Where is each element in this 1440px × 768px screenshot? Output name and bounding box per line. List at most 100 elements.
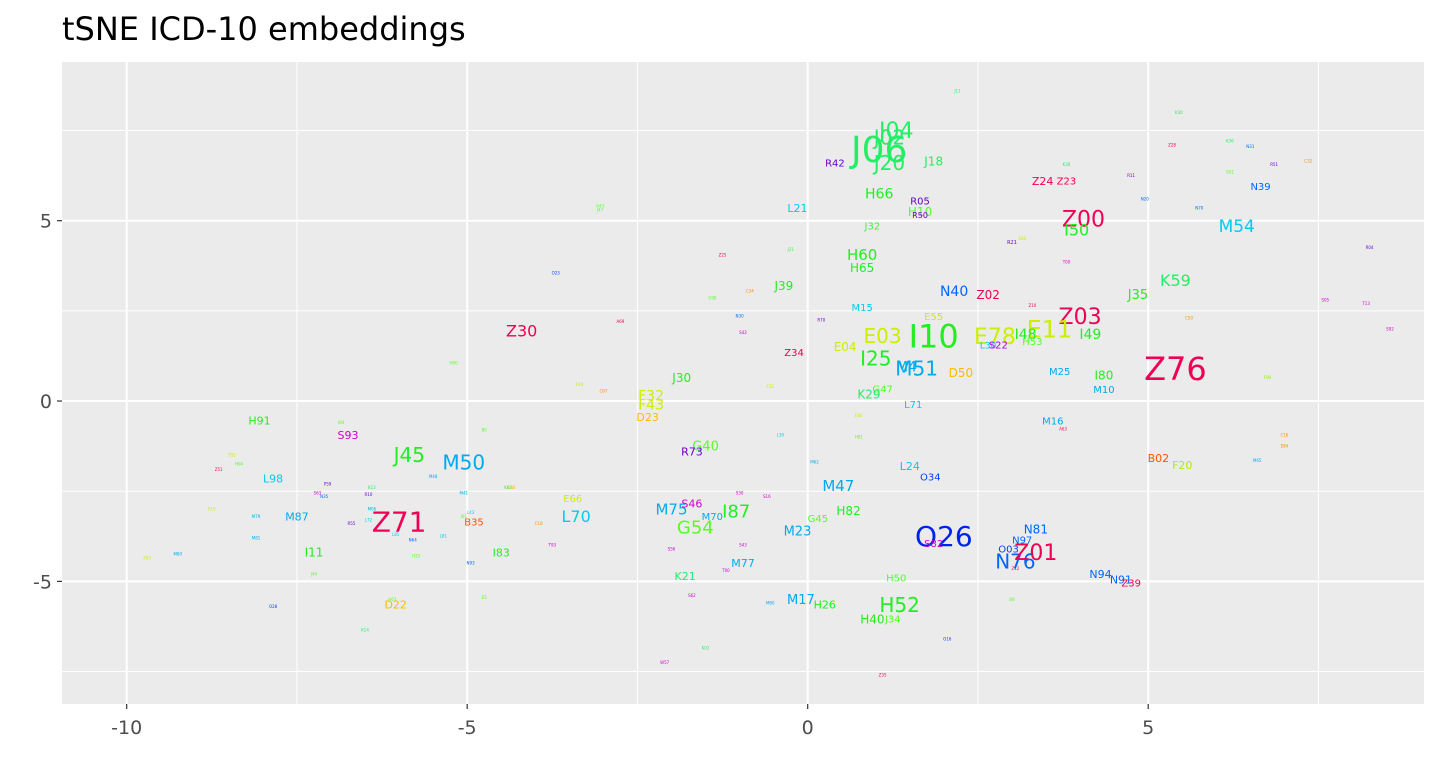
point-label: G43	[596, 204, 605, 209]
point-label: D23	[636, 411, 658, 424]
point-label: R04	[1366, 245, 1374, 250]
x-tick-label: -10	[111, 717, 142, 739]
point-label: M51	[895, 357, 938, 381]
point-label: S46	[681, 498, 702, 511]
point-label: I87	[722, 501, 750, 522]
point-label: C32	[1304, 159, 1312, 164]
point-label: F32	[767, 384, 775, 389]
y-tick-label: -5	[33, 571, 52, 593]
point-label: H65	[850, 261, 874, 275]
point-label: H26	[814, 599, 836, 612]
point-label: T00	[721, 568, 730, 573]
point-label: L30	[980, 341, 997, 351]
point-label: R73	[681, 445, 703, 458]
point-label: H91	[248, 415, 270, 428]
point-label: L21	[787, 202, 807, 215]
point-label: I50	[1064, 220, 1089, 239]
point-label: F32	[638, 389, 664, 405]
point-label: H10	[908, 205, 932, 219]
point-label: S63	[314, 490, 322, 495]
point-label: C18	[535, 521, 543, 526]
point-label: H53	[1022, 337, 1042, 348]
plot-panel	[62, 62, 1424, 704]
point-label: T93	[548, 543, 557, 548]
point-label: N70	[1195, 205, 1204, 210]
point-label: L71	[904, 400, 922, 411]
point-label: H63	[388, 597, 397, 602]
point-label: D22	[384, 599, 406, 612]
point-label: K59	[1160, 271, 1191, 290]
point-label: R05	[910, 196, 930, 207]
point-label: F40	[576, 382, 584, 387]
point-label: L43	[467, 510, 475, 515]
point-label: S92	[1386, 326, 1394, 331]
point-label: I10	[909, 317, 959, 355]
point-label: I84	[338, 420, 345, 425]
point-label: L72	[365, 517, 373, 522]
point-label: K14	[361, 627, 369, 632]
x-tick-label: -5	[458, 717, 477, 739]
point-label: M4	[896, 360, 917, 376]
point-label: E10	[208, 507, 216, 512]
point-label: M80	[173, 552, 182, 557]
point-label: E55	[924, 312, 943, 323]
point-label: H50	[886, 573, 906, 584]
point-label: Z00	[1062, 208, 1105, 233]
point-label: N35	[320, 494, 329, 499]
point-label: E78	[974, 325, 1016, 350]
point-label: J21	[787, 247, 795, 252]
point-label: M10	[1093, 385, 1114, 396]
point-label: R50	[912, 211, 928, 220]
point-label: F20	[1172, 459, 1192, 472]
point-label: C67	[599, 388, 607, 393]
point-label: E63	[143, 555, 151, 560]
point-label: J45	[392, 443, 425, 467]
point-label: S42	[739, 330, 747, 335]
point-label: M54	[1219, 217, 1255, 237]
point-label: I80	[1095, 368, 1114, 382]
point-label: S05	[1321, 297, 1329, 302]
point-label: A63	[1059, 427, 1067, 432]
point-label: K30	[1175, 110, 1183, 115]
point-label: M75	[655, 500, 687, 518]
point-label: H52	[879, 593, 920, 617]
point-label: J47	[596, 207, 604, 212]
point-label: I49	[1079, 327, 1101, 343]
point-label: Z71	[372, 506, 427, 539]
point-label: E66	[563, 494, 582, 505]
point-label: M62	[810, 460, 819, 465]
y-tick-label: 0	[40, 391, 52, 413]
point-label: K63	[504, 485, 512, 490]
point-label: Z23	[1057, 177, 1077, 188]
point-label: S93	[338, 429, 359, 442]
point-label: J02	[872, 126, 905, 150]
point-label: E66	[1018, 236, 1026, 241]
point-label: K02	[702, 645, 710, 650]
point-label: N93	[467, 561, 476, 566]
point-label: N64	[409, 537, 418, 542]
point-label: N30	[736, 314, 745, 319]
point-label: R21	[1007, 240, 1017, 246]
point-label: J18	[923, 154, 943, 168]
point-label: M15	[851, 303, 872, 314]
point-label: L85	[392, 532, 400, 537]
point-label: H60	[847, 246, 877, 264]
point-label: O03	[998, 544, 1019, 555]
point-label: T13	[1361, 301, 1370, 306]
point-label: H90	[450, 361, 459, 366]
point-label: E66	[855, 413, 863, 418]
point-label: N76	[995, 550, 1035, 574]
point-label: Z35	[879, 673, 887, 678]
y-axis: -5 0 5	[33, 211, 62, 593]
point-label: C34	[746, 288, 754, 293]
point-label: N81	[1024, 522, 1048, 536]
point-label: M81	[252, 535, 261, 540]
point-label: N20	[1141, 196, 1150, 201]
point-label: H81	[855, 435, 864, 440]
point-label: S62	[688, 593, 696, 598]
point-label: J06	[849, 130, 907, 171]
point-label: M48	[429, 474, 438, 479]
point-label: H82	[836, 504, 860, 518]
point-label: L24	[900, 460, 920, 473]
